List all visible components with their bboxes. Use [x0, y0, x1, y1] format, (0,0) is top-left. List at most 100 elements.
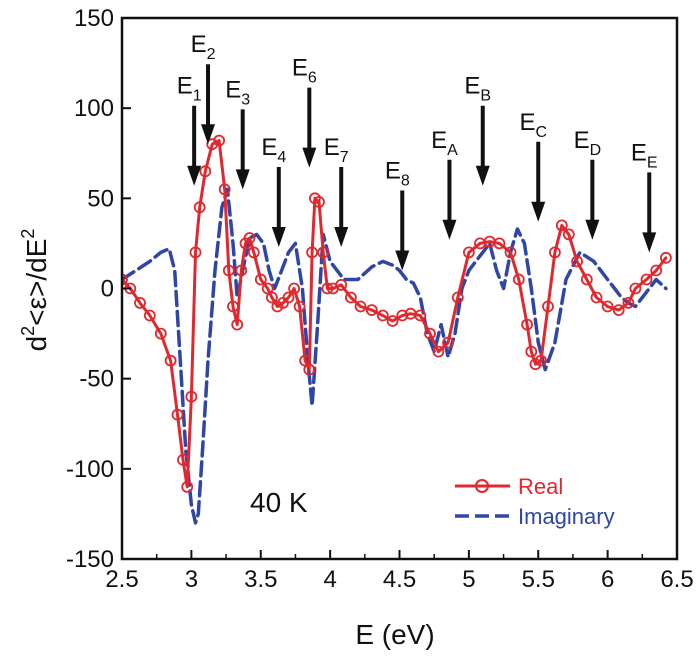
- y-title-sup-2: 2: [18, 229, 38, 239]
- x-tick-label-7: 6: [601, 566, 614, 593]
- plot-frame: [120, 16, 679, 561]
- real-point: [512, 273, 525, 286]
- real-point: [213, 134, 226, 147]
- real-point: [243, 232, 256, 244]
- real-point: [293, 300, 306, 313]
- arrow-head-6: [302, 147, 317, 168]
- arrow-head-B: [475, 165, 490, 186]
- legend-real-label: Real: [518, 474, 563, 499]
- real-point: [134, 296, 146, 309]
- real-point: [629, 282, 642, 295]
- real-point: [344, 291, 357, 304]
- arrow-head-1: [187, 165, 202, 186]
- y-title-part-2: <ε>/dE: [21, 239, 52, 326]
- real-point: [365, 304, 378, 317]
- legend: Real Imaginary: [455, 474, 615, 529]
- arrow-label-2: E2: [191, 31, 216, 63]
- real-point: [317, 246, 330, 259]
- real-point: [199, 165, 212, 178]
- real-point: [432, 345, 445, 358]
- real-point: [122, 273, 128, 286]
- real-point: [549, 246, 561, 259]
- arrow-label-E: EE: [631, 139, 658, 171]
- arrow-head-7: [334, 227, 349, 248]
- real-point: [542, 300, 554, 313]
- real-point: [562, 228, 575, 241]
- real-point: [218, 183, 231, 196]
- real-point: [306, 246, 319, 259]
- x-axis-title: E (eV): [355, 619, 434, 650]
- y-tick-label-6: -150: [66, 546, 114, 573]
- arrow-label-B: EB: [464, 73, 491, 105]
- y-tick-label-3: 0: [101, 276, 114, 303]
- real-point: [640, 273, 653, 286]
- y-title-sup-1: 2: [18, 326, 38, 336]
- real-point: [313, 195, 325, 208]
- real-point: [535, 354, 547, 367]
- real-point: [376, 309, 389, 322]
- arrow-label-7: E7: [324, 134, 349, 166]
- real-point: [254, 273, 267, 286]
- series-line-real: [122, 139, 668, 489]
- real-point: [414, 309, 427, 322]
- arrow-label-4: E4: [261, 134, 286, 166]
- series-line-imaginary: [122, 187, 668, 525]
- real-point: [555, 219, 568, 232]
- y-tick-label-2: 50: [87, 185, 114, 212]
- real-point: [424, 327, 436, 340]
- real-point: [451, 291, 464, 304]
- real-point: [303, 363, 316, 376]
- arrow-head-E: [642, 232, 657, 253]
- x-tick-label-2: 3.5: [244, 566, 277, 593]
- arrow-label-3: E3: [225, 76, 250, 108]
- arrow-head-A: [442, 219, 457, 240]
- real-point: [571, 255, 583, 268]
- x-tick-label-5: 5: [462, 566, 475, 593]
- real-point: [525, 345, 538, 358]
- real-point: [442, 336, 455, 349]
- x-tick-label-8: 6.5: [660, 566, 693, 593]
- arrow-head-3: [235, 169, 250, 190]
- x-tick-label-6: 5.5: [522, 566, 555, 593]
- y-tick-label-4: -50: [79, 366, 114, 393]
- real-point: [335, 278, 348, 291]
- real-point: [185, 390, 198, 403]
- x-tick-label-1: 3: [185, 566, 198, 593]
- x-tick-label-0: 2.5: [105, 566, 138, 593]
- real-point: [580, 273, 593, 286]
- y-tick-label-0: 150: [74, 5, 114, 32]
- real-point: [462, 246, 475, 259]
- svg-text:d2<ε>/dE2: d2<ε>/dE2: [18, 229, 52, 352]
- real-point: [189, 246, 202, 259]
- real-point: [590, 291, 603, 304]
- arrow-label-6: E6: [292, 55, 317, 87]
- real-point: [247, 246, 260, 259]
- real-point: [227, 300, 239, 313]
- arrow-label-8: E8: [385, 157, 410, 189]
- real-point: [231, 318, 244, 331]
- arrow-label-C: EC: [519, 109, 547, 141]
- real-point: [321, 282, 334, 295]
- real-point: [235, 264, 248, 277]
- real-point: [206, 138, 219, 151]
- y-axis-title: d2<ε>/dE2: [18, 229, 52, 352]
- arrow-head-D: [585, 219, 600, 240]
- real-point: [396, 309, 409, 322]
- real-point: [521, 318, 533, 331]
- legend-imaginary-label: Imaginary: [518, 504, 615, 529]
- arrow-head-4: [271, 227, 286, 248]
- arrow-label-1: E1: [177, 73, 202, 105]
- temperature-annotation: 40 K: [250, 487, 308, 518]
- arrow-label-A: EA: [431, 127, 458, 159]
- arrow-label-D: ED: [574, 127, 602, 159]
- real-point: [143, 309, 156, 322]
- real-point: [354, 300, 367, 313]
- legend-real-marker: [475, 479, 489, 493]
- x-tick-label-4: 4.5: [383, 566, 416, 593]
- y-title-part-1: d: [21, 336, 52, 352]
- real-point: [222, 264, 235, 277]
- y-tick-label-1: 100: [74, 95, 114, 122]
- real-point: [288, 282, 301, 295]
- real-point: [650, 264, 663, 277]
